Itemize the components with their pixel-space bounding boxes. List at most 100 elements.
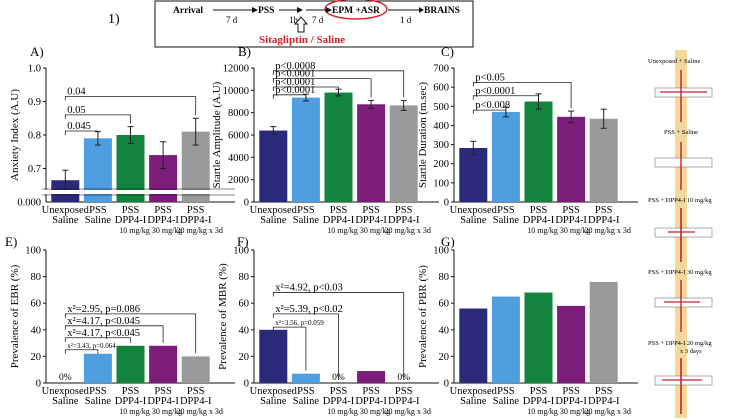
bar-pss-dpp4-i-30-mg-kg xyxy=(357,371,386,383)
x-tick-label: 30 mg/kg xyxy=(152,407,182,416)
y-axis-label: Prevalence of PBR (%) xyxy=(417,265,429,368)
significance-label: 0.045 xyxy=(67,121,91,132)
x-tick-label: DPP4-I xyxy=(588,396,620,407)
chart-panel-e: E) 0 20 40 60 80 100 Prevalence of EBR (%) 0% x²=… xyxy=(5,234,235,416)
trace-dpp4-20 xyxy=(654,358,713,414)
x-tick-label: DPP4-I xyxy=(588,215,620,226)
x-tick-label: PSS xyxy=(187,205,205,216)
bar-pss-dpp4-i-30-mg-kg xyxy=(357,104,386,202)
treatment-label: Sitagliptin / Saline xyxy=(259,34,345,46)
y-axis-label: Startle Amplitude (A.U) xyxy=(211,81,223,188)
interval-1: 7 d xyxy=(226,15,238,25)
x-tick-label: 20 mg/kg x 3d xyxy=(176,226,222,235)
y-tick-label: 40 xyxy=(31,325,42,336)
chart-panels: A) 0.7 0.8 0.9 1.0 0.000 Anxiety Index (A.U) 0.… xyxy=(5,44,638,416)
x-tick-label: PSS xyxy=(530,386,548,397)
x-tick-label: 20 mg/kg x 3d xyxy=(384,407,430,416)
panel-label: A) xyxy=(30,44,44,59)
y-tick-label: 8000 xyxy=(228,108,249,119)
x-tick-label: 20 mg/kg x 3d xyxy=(176,407,222,416)
significance-bracket xyxy=(272,78,372,98)
epm-asr-highlight xyxy=(324,0,388,20)
treatment-up-arrow-icon xyxy=(293,16,309,33)
significance-label: p<0.0008 xyxy=(275,61,315,72)
y-tick-label: 700 xyxy=(433,64,449,75)
x-tick-label: Saline xyxy=(260,215,287,226)
x-tick-label: Saline xyxy=(52,215,79,226)
y-tick-label: 0 xyxy=(444,379,449,390)
protocol-box xyxy=(154,0,474,48)
trace-label-dpp4-20: PSS + DPP4-I 20 mg/kg xyxy=(648,340,712,347)
protocol-label: 1) xyxy=(108,12,120,27)
bar-unexposed-saline xyxy=(459,308,488,383)
y-tick-label: 0.8 xyxy=(28,131,41,142)
x-tick-label: PSS xyxy=(154,205,172,216)
y-axis-label: Prevalence of MBR (%) xyxy=(217,263,229,370)
x-tick-label: DPP4-I xyxy=(555,396,587,407)
trace-unexposed xyxy=(654,70,713,122)
bar-pss-saline xyxy=(291,373,320,383)
x-tick-label: Saline xyxy=(260,396,287,407)
x-tick-label: DPP4-I xyxy=(323,396,355,407)
x-tick-label: Unexposed xyxy=(450,205,498,216)
x-tick-label: 10 mg/kg xyxy=(527,226,557,235)
significance-bracket xyxy=(272,94,307,99)
bar-pss-dpp4-i-20-mg-kg-x-3d xyxy=(589,281,618,383)
x-tick-label: Saline xyxy=(493,215,520,226)
bar-pss-saline xyxy=(291,97,320,202)
panel-label: F) xyxy=(237,234,249,249)
significance-bracket xyxy=(472,81,572,109)
x-tick-label: 30 mg/kg xyxy=(560,226,590,235)
significance-label: p<0.0001 xyxy=(275,77,315,88)
y-tick-label: 300 xyxy=(433,140,449,151)
significance-bracket xyxy=(472,95,539,100)
significance-bracket xyxy=(64,337,131,343)
x-tick-label: PSS xyxy=(330,386,348,397)
x-tick-label: Unexposed xyxy=(450,386,498,397)
bar-value-label: 0% xyxy=(59,373,72,383)
y-tick-label: 600 xyxy=(433,83,449,94)
x-tick-label: 10 mg/kg xyxy=(327,226,357,235)
panel-label: C) xyxy=(441,44,454,59)
x-tick-label: Unexposed xyxy=(42,386,90,397)
chart-panel-c: C) 0 100 200 300 400 500 600 700 Startle Duration… xyxy=(417,44,638,235)
trace-pss-saline xyxy=(654,142,713,190)
x-tick-label: Saline xyxy=(85,215,112,226)
arrowhead-3 xyxy=(326,7,332,13)
axis-break xyxy=(42,190,239,194)
y-tick-label: 0.7 xyxy=(28,164,41,175)
x-tick-label: DPP4-I xyxy=(355,215,387,226)
y-tick-label: 2000 xyxy=(228,175,249,186)
y-tick-label: 80 xyxy=(31,272,42,283)
y-tick-label: 80 xyxy=(239,272,250,283)
y-tick-label: 40 xyxy=(239,325,250,336)
x-tick-label: PSS xyxy=(395,205,413,216)
x-tick-label: DPP4-I xyxy=(147,396,179,407)
x-tick-label: PSS xyxy=(122,205,140,216)
x-tick-label: Saline xyxy=(460,396,487,407)
bar-pss-dpp4-i-10-mg-kg xyxy=(116,345,145,383)
x-tick-label: PSS xyxy=(89,386,107,397)
significance-label: x²=3.43, p=0.064 xyxy=(67,342,116,350)
significance-label: x²=5.39, p<0.02 xyxy=(275,304,343,315)
x-tick-label: PSS xyxy=(595,386,613,397)
x-tick-label: DPP4-I xyxy=(147,215,179,226)
trace-label-dpp4-10: PSS + DPP4-I 10 mg/kg xyxy=(648,197,712,204)
significance-label: p<0.008 xyxy=(475,100,510,111)
y-baseline-label: 0.000 xyxy=(17,198,41,209)
x-tick-label: PSS xyxy=(562,205,580,216)
x-tick-label: Unexposed xyxy=(250,205,298,216)
x-tick-label: PSS xyxy=(497,386,515,397)
y-tick-label: 60 xyxy=(31,299,42,310)
significance-bracket xyxy=(272,86,339,91)
bar-unexposed-saline xyxy=(459,148,488,202)
interval-2: 1h xyxy=(289,15,299,25)
y-tick-label: 20 xyxy=(439,352,450,363)
x-tick-label: 20 mg/kg x 3d xyxy=(584,407,630,416)
significance-bracket xyxy=(64,325,164,343)
x-tick-label: PSS xyxy=(395,386,413,397)
x-tick-label: PSS xyxy=(297,205,315,216)
